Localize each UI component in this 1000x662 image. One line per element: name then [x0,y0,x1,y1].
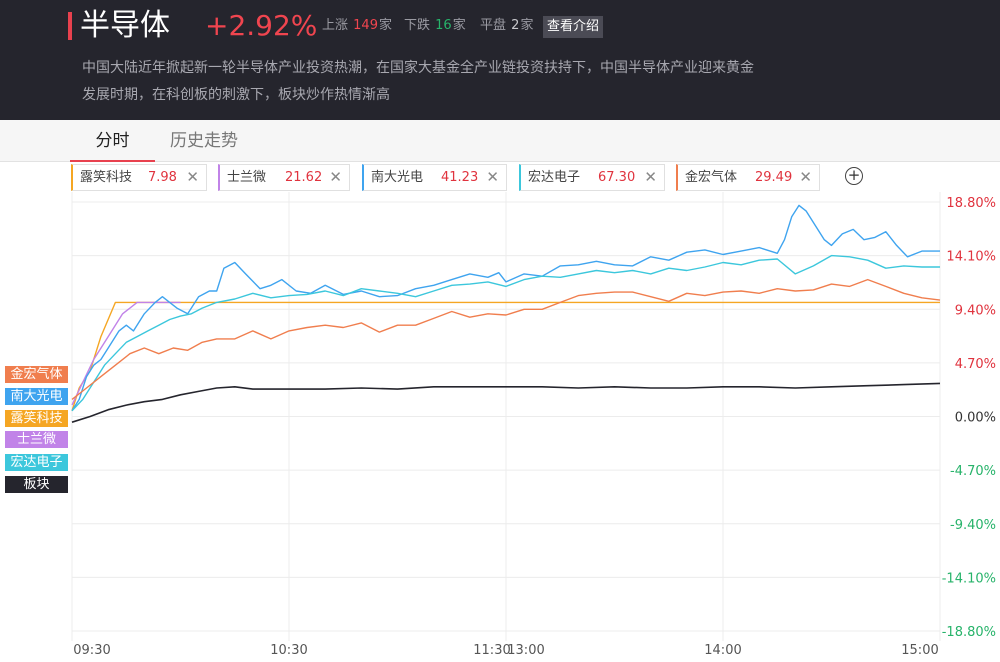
x-tick-label: 11:30 [473,643,510,658]
sector-description: 中国大陆近年掀起新一轮半导体产业投资热潮，在国家大基金全产业链投资扶持下，中国半… [82,60,754,103]
series-line-南大光电 [71,204,940,412]
stock-chip-金宏气体[interactable]: 金宏气体 29.49 ✕ [676,164,820,191]
y-tick-label: 18.80% [946,196,996,211]
x-tick-label: 14:00 [704,643,741,658]
down-unit: 家 [452,18,466,33]
y-tick-label: 0.00% [955,411,996,426]
close-icon[interactable]: ✕ [329,168,342,186]
intraday-chart: 18.80% 14.10% 9.40% 4.70% 0.00% -4.70% -9.40% -… [71,192,996,658]
legend-tag-板块: 板块 [5,476,68,493]
y-tick-label: 14.10% [946,250,996,265]
chip-price: 7.98 [148,170,177,185]
legend-tag-宏达电子: 宏达电子 [5,454,68,471]
stock-chip-露笑科技[interactable]: 露笑科技 7.98 ✕ [71,164,207,191]
series-line-宏达电子 [71,254,940,412]
legend-tag-金宏气体: 金宏气体 [5,366,68,383]
down-stat: 下跌 16家 [404,16,466,36]
chip-price: 67.30 [598,170,636,185]
down-label: 下跌 [404,18,431,33]
legend-tag-士兰微: 士兰微 [5,431,68,448]
chip-name: 金宏气体 [685,170,738,185]
x-tick-label: 10:30 [270,643,307,658]
chip-name: 宏达电子 [528,170,581,185]
y-tick-label: -4.70% [950,464,996,479]
close-icon[interactable]: ✕ [799,168,812,186]
sector-header: 半导体 +2.92% 上涨 149家 下跌 16家 平盘 2家 查看介绍 中国大… [0,0,1000,120]
stock-chip-士兰微[interactable]: 士兰微 21.62 ✕ [218,164,350,191]
close-icon[interactable]: ✕ [186,168,199,186]
up-unit: 家 [378,18,392,33]
series-line-金宏气体 [71,278,941,400]
chip-price: 41.23 [441,170,479,185]
flat-count: 2 [511,18,520,33]
tab-bar: 分时 历史走势 [0,120,1000,162]
flat-label: 平盘 [480,18,507,33]
up-label: 上涨 [322,18,349,33]
chip-name: 士兰微 [227,170,267,185]
up-stat: 上涨 149家 [322,16,392,36]
flat-unit: 家 [520,18,534,33]
chip-name: 南大光电 [371,170,424,185]
tab-intraday[interactable]: 分时 [70,120,155,162]
x-tick-label: 09:30 [73,643,110,658]
up-count: 149 [353,18,378,33]
stock-chip-bar: 露笑科技 7.98 ✕ 士兰微 21.62 ✕ 南大光电 41.23 ✕ 宏达电… [0,162,1000,192]
legend-tag-露笑科技: 露笑科技 [5,410,68,427]
y-tick-label: -18.80% [942,625,996,640]
sector-title: 半导体 [80,8,170,43]
chart-series [71,204,941,423]
chip-price: 21.62 [285,170,323,185]
legend-tag-南大光电: 南大光电 [5,388,68,405]
chip-name: 露笑科技 [80,170,133,185]
close-icon[interactable]: ✕ [644,168,657,186]
tab-history[interactable]: 历史走势 [170,131,238,151]
sector-change: +2.92% [205,9,318,42]
down-count: 16 [435,18,452,33]
view-intro-button[interactable]: 查看介绍 [543,16,604,38]
y-tick-label: 4.70% [955,357,996,372]
y-tick-labels: 18.80% 14.10% 9.40% 4.70% 0.00% -4.70% -9.40% -… [942,196,996,640]
y-tick-label: -14.10% [942,571,996,586]
plus-circle-icon[interactable]: + [845,167,863,185]
y-tick-label: 9.40% [955,303,996,318]
chart-grid [71,192,941,641]
x-tick-label: 13:00 [507,643,544,658]
close-icon[interactable]: ✕ [486,168,499,186]
stock-chip-南大光电[interactable]: 南大光电 41.23 ✕ [362,164,507,191]
flat-stat: 平盘 2家 [480,16,533,36]
series-line-板块 [71,382,941,423]
title-accent-bar [68,12,72,40]
y-tick-label: -9.40% [950,518,996,533]
stock-chip-宏达电子[interactable]: 宏达电子 67.30 ✕ [519,164,665,191]
chip-price: 29.49 [755,170,793,185]
x-tick-label: 15:00 [901,643,938,658]
